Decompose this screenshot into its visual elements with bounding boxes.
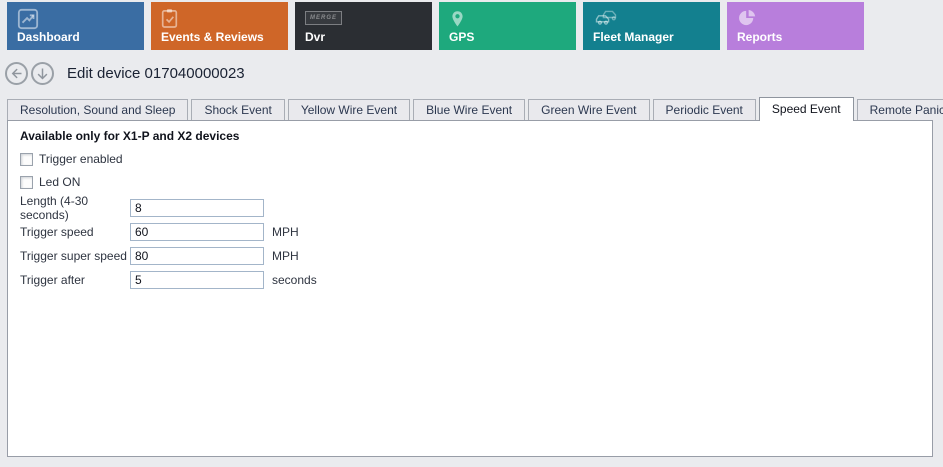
vehicles-icon: [593, 8, 619, 30]
arrow-down-icon: [35, 66, 50, 81]
led-on-label: Led ON: [39, 175, 81, 189]
trigger-after-unit: seconds: [272, 273, 317, 287]
content-panel: Available only for X1-P and X2 devices T…: [7, 120, 933, 457]
trigger-enabled-label: Trigger enabled: [39, 152, 123, 166]
trigger-super-speed-label: Trigger super speed: [20, 249, 127, 263]
trigger-speed-row: Trigger speed MPH: [20, 223, 920, 241]
nav-tile-label: Fleet Manager: [593, 30, 674, 44]
clipboard-check-icon: [161, 8, 178, 30]
nav-tile-gps[interactable]: GPS: [439, 2, 576, 50]
trigger-enabled-row: Trigger enabled: [20, 152, 920, 166]
nav-tile-label: GPS: [449, 30, 475, 44]
arrow-left-icon: [9, 66, 24, 81]
length-input[interactable]: [130, 199, 264, 217]
length-row: Length (4-30 seconds): [20, 194, 920, 222]
nav-tile-label: Reports: [737, 30, 783, 44]
tab-remote-panic-event[interactable]: Remote Panic Event: [856, 99, 943, 120]
tab-blue-wire-event[interactable]: Blue Wire Event: [413, 99, 526, 120]
trigger-after-label: Trigger after: [20, 273, 85, 287]
nav-tile-dashboard[interactable]: Dashboard: [7, 2, 144, 50]
main-nav: Dashboard Events & Reviews MERGE Dvr GPS: [0, 0, 943, 50]
tab-resolution-sound-sleep[interactable]: Resolution, Sound and Sleep: [7, 99, 189, 120]
nav-tile-label: Dvr: [305, 30, 326, 44]
nav-tile-dvr[interactable]: MERGE Dvr: [295, 2, 432, 50]
tab-strip: Resolution, Sound and Sleep Shock Event …: [0, 96, 943, 121]
trigger-after-row: Trigger after seconds: [20, 271, 920, 289]
back-button[interactable]: [5, 61, 28, 85]
trigger-speed-label: Trigger speed: [20, 225, 94, 239]
nav-tile-fleet-manager[interactable]: Fleet Manager: [583, 2, 720, 50]
expand-button[interactable]: [31, 61, 54, 85]
tab-periodic-event[interactable]: Periodic Event: [652, 99, 756, 120]
nav-tile-label: Events & Reviews: [161, 30, 264, 44]
tab-green-wire-event[interactable]: Green Wire Event: [528, 99, 650, 120]
trigger-speed-input[interactable]: [130, 223, 264, 241]
length-label: Length (4-30 seconds): [20, 194, 89, 222]
speed-event-form: Length (4-30 seconds) Trigger speed MPH …: [20, 194, 920, 289]
tab-shock-event[interactable]: Shock Event: [191, 99, 285, 120]
trigger-super-speed-row: Trigger super speed MPH: [20, 247, 920, 265]
tab-speed-event[interactable]: Speed Event: [758, 97, 854, 121]
trigger-super-speed-input[interactable]: [130, 247, 264, 265]
nav-tile-events-reviews[interactable]: Events & Reviews: [151, 2, 288, 50]
led-on-checkbox[interactable]: [20, 175, 33, 189]
page-title: Edit device 017040000023: [67, 64, 245, 82]
nav-tile-reports[interactable]: Reports: [727, 2, 864, 50]
trigger-super-speed-unit: MPH: [272, 249, 299, 263]
led-on-row: Led ON: [20, 175, 920, 189]
nav-tile-label: Dashboard: [17, 30, 80, 44]
tab-yellow-wire-event[interactable]: Yellow Wire Event: [287, 99, 411, 120]
breadcrumb: Edit device 017040000023: [0, 50, 943, 96]
trigger-speed-unit: MPH: [272, 225, 299, 239]
map-pin-icon: [449, 8, 466, 30]
trigger-enabled-checkbox[interactable]: [20, 152, 33, 166]
trigger-after-input[interactable]: [130, 271, 264, 289]
merge-badge-icon: MERGE: [305, 8, 343, 30]
merge-badge-text: MERGE: [305, 11, 343, 25]
pie-chart-icon: [737, 8, 757, 30]
device-compatibility-notice: Available only for X1-P and X2 devices: [20, 129, 240, 143]
line-chart-icon: [17, 8, 39, 30]
